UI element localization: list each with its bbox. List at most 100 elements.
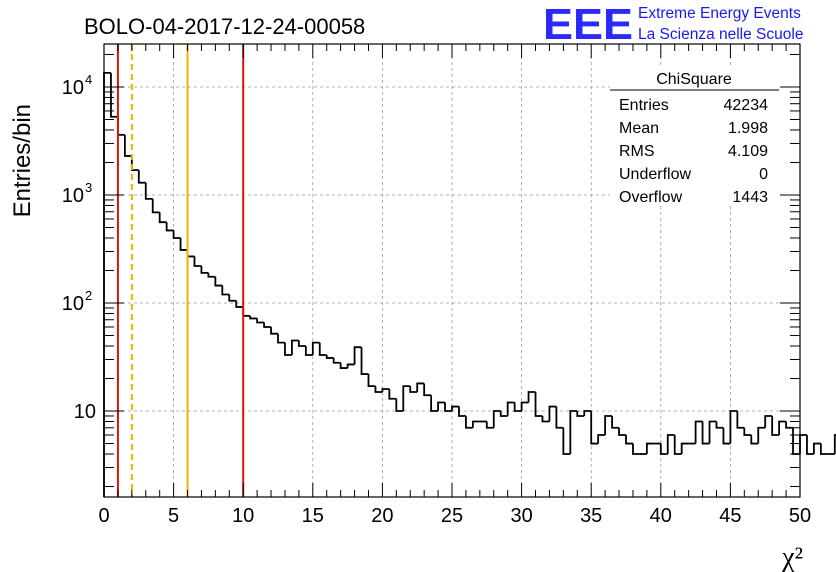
histogram-bin xyxy=(666,434,675,455)
x-tick-label: 15 xyxy=(302,505,324,527)
histogram-bin xyxy=(360,347,369,375)
histogram-bin xyxy=(137,170,146,184)
stats-name: ChiSquare xyxy=(656,71,732,88)
stats-row-label: Underflow xyxy=(619,166,691,183)
histogram-bin xyxy=(402,385,411,412)
x-tick-label: 25 xyxy=(441,505,463,527)
histogram-bin xyxy=(771,415,780,436)
stats-row-value: 0 xyxy=(759,166,768,183)
histogram-bin xyxy=(506,401,515,416)
logo-line-2: La Scienza nelle Scuole xyxy=(638,26,803,43)
stats-row-value: 42234 xyxy=(724,97,769,114)
histogram-bin xyxy=(785,421,794,429)
histogram-bin xyxy=(799,434,807,455)
histogram-bin xyxy=(465,415,473,429)
histogram-bin xyxy=(819,443,828,455)
histogram-bin xyxy=(548,405,557,422)
histogram-bin xyxy=(284,342,292,356)
histogram-bin xyxy=(186,249,195,258)
x-tick-labels: 0 5 10 15 20 25 30 35 40 45 50 xyxy=(98,505,811,527)
histogram-bin xyxy=(332,357,341,364)
histogram-bin xyxy=(165,222,174,232)
histogram-bin xyxy=(492,410,501,428)
histogram-bin xyxy=(318,342,327,356)
y-tick-exponent: 3 xyxy=(85,180,92,195)
histogram-bin xyxy=(242,306,251,317)
logo-line-1: Extreme Energy Events xyxy=(638,5,801,22)
histogram-bin xyxy=(416,382,425,393)
histogram-bin xyxy=(451,405,459,412)
histogram-bin xyxy=(583,410,592,416)
histogram-bin xyxy=(374,386,383,393)
stats-row-label: Mean xyxy=(619,120,659,137)
stats-row-label: Entries xyxy=(619,97,669,114)
chart-title: BOLO-04-2017-12-24-00058 xyxy=(84,14,365,39)
histogram-bin xyxy=(214,276,223,287)
histogram-bin xyxy=(736,411,745,429)
histogram-bin xyxy=(158,212,167,224)
histogram-bin xyxy=(597,434,606,444)
y-axis-title: Entries/bin xyxy=(9,104,36,217)
histogram-bin xyxy=(430,395,439,412)
x-tick-label: 35 xyxy=(580,505,602,527)
histogram-bin xyxy=(778,420,787,435)
histogram-bin xyxy=(339,362,348,369)
histogram-bin xyxy=(458,406,466,417)
stats-row-value: 1.998 xyxy=(728,120,768,137)
x-axis-title: χ² xyxy=(781,542,803,572)
stats-row-label: Overflow xyxy=(619,189,683,206)
histogram-bin xyxy=(750,434,759,445)
stats-box: ChiSquare Entries 42234 Mean 1.998 RMS 4.109 U… xyxy=(610,66,779,206)
histogram-bin xyxy=(179,237,188,251)
x-tick-label: 0 xyxy=(98,505,109,527)
histogram-bin xyxy=(701,421,710,445)
histogram-bin xyxy=(625,434,633,445)
histogram-bin xyxy=(527,391,536,403)
histogram-bin xyxy=(813,442,821,455)
histogram-bin xyxy=(207,272,216,278)
y-tick-label: 10 xyxy=(74,401,96,423)
histogram-bin xyxy=(576,411,585,417)
histogram-bin xyxy=(632,443,640,455)
x-tick-label: 45 xyxy=(719,505,741,527)
histogram-bin xyxy=(221,285,230,296)
x-tick-label: 10 xyxy=(232,505,254,527)
histogram-bin xyxy=(270,326,278,335)
stats-background xyxy=(610,66,779,206)
histogram-bin xyxy=(409,386,418,393)
histogram-bin xyxy=(367,374,376,388)
histogram-bin xyxy=(499,411,508,417)
x-tick-label: 50 xyxy=(789,505,811,527)
histogram-bin xyxy=(743,427,752,436)
histogram-bin xyxy=(228,294,237,302)
histogram-bin xyxy=(311,341,320,356)
histogram-bin xyxy=(764,415,773,428)
histogram-bin xyxy=(555,406,564,429)
histogram-bin xyxy=(200,266,209,274)
histogram-bin xyxy=(277,333,285,344)
histogram-bin xyxy=(562,427,571,455)
histogram-bin xyxy=(604,415,613,435)
histogram-bin xyxy=(833,434,836,455)
histogram-bin xyxy=(659,443,668,455)
x-tick-label: 5 xyxy=(168,505,179,527)
histogram-bin xyxy=(353,346,362,365)
histogram-bin xyxy=(117,116,125,136)
histogram-bin xyxy=(325,355,334,359)
histogram-bin xyxy=(694,420,703,444)
histogram-bin xyxy=(249,315,258,320)
y-tick-label: 10 xyxy=(62,293,84,315)
eee-logo: EEE Extreme Energy Events La Scienza nel… xyxy=(543,0,803,49)
histogram-bin xyxy=(757,426,766,444)
y-tick-exponent: 2 xyxy=(85,288,92,303)
histogram-bin xyxy=(485,421,494,429)
y-tick-label: 10 xyxy=(62,77,84,99)
stats-row-value: 4.109 xyxy=(728,143,768,160)
histogram-bin xyxy=(680,442,689,455)
histogram-bin xyxy=(708,420,717,444)
histogram-bin xyxy=(346,363,355,369)
histogram-bin xyxy=(395,398,404,412)
histogram-bin xyxy=(381,388,390,393)
histogram-bin xyxy=(151,198,160,214)
